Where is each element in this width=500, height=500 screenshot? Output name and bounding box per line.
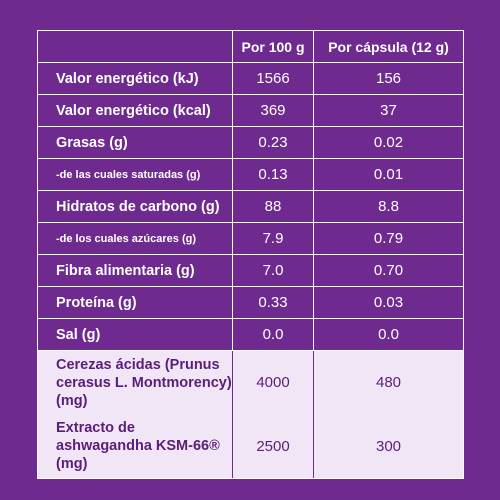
row-per-100g: 7.0 xyxy=(233,255,314,286)
table-row: Valor energético (kJ) 1566 156 xyxy=(38,62,463,94)
table-row-extra: Extracto de ashwagandha KSM-66® (mg) 250… xyxy=(38,414,463,478)
row-label: Proteína (g) xyxy=(38,287,233,318)
table-row: Grasas (g) 0.23 0.02 xyxy=(38,126,463,158)
row-label: Grasas (g) xyxy=(38,127,233,158)
table-row: Valor energético (kcal) 369 37 xyxy=(38,94,463,126)
table-row: -de las cuales saturadas (g) 0.13 0.01 xyxy=(38,158,463,190)
table-header: Por 100 g Por cápsula (12 g) xyxy=(38,31,463,62)
row-label: Sal (g) xyxy=(38,319,233,350)
header-empty xyxy=(38,31,233,62)
row-per-100g: 1566 xyxy=(233,63,314,94)
row-per-100g: 0.23 xyxy=(233,127,314,158)
row-per-100g: 2500 xyxy=(233,414,314,478)
row-per-capsule: 480 xyxy=(375,374,402,391)
row-per-100g: 0.0 xyxy=(233,319,314,350)
nutrition-table: Por 100 g Por cápsula (12 g) Valor energ… xyxy=(37,30,464,479)
row-label: Extracto de ashwagandha KSM-66® (mg) xyxy=(38,414,233,478)
row-per-100g: 369 xyxy=(233,95,314,126)
table-row: -de los cuales azúcares (g) 7.9 0.79 xyxy=(38,222,463,254)
row-label: Valor energético (kcal) xyxy=(38,95,233,126)
row-per-capsule: 300 xyxy=(375,437,402,455)
table-row: Sal (g) 0.0 0.0 xyxy=(38,318,463,350)
table-row: Hidratos de carbono (g) 88 8.8 xyxy=(38,190,463,222)
header-per-capsule: Por cápsula (12 g) xyxy=(328,38,449,55)
row-per-capsule: 0.01 xyxy=(373,166,404,183)
row-per-capsule: 156 xyxy=(375,70,402,87)
row-label: Fibra alimentaria (g) xyxy=(38,255,233,286)
row-per-capsule: 0.03 xyxy=(373,294,404,311)
table-row: Fibra alimentaria (g) 7.0 0.70 xyxy=(38,254,463,286)
row-per-capsule: 0.0 xyxy=(378,326,399,343)
row-per-capsule: 8.8 xyxy=(378,198,399,215)
row-per-100g: 88 xyxy=(233,191,314,222)
row-per-100g: 0.33 xyxy=(233,287,314,318)
row-label: Valor energético (kJ) xyxy=(38,63,233,94)
row-per-capsule: 0.79 xyxy=(373,230,404,247)
row-per-100g: 7.9 xyxy=(233,223,314,254)
row-per-capsule: 37 xyxy=(380,102,397,119)
row-label: -de los cuales azúcares (g) xyxy=(38,223,233,254)
row-per-100g: 0.13 xyxy=(233,159,314,190)
row-label: Cerezas ácidas (Prunus cerasus L. Montmo… xyxy=(38,351,233,414)
row-label: Hidratos de carbono (g) xyxy=(38,191,233,222)
table-row: Proteína (g) 0.33 0.03 xyxy=(38,286,463,318)
row-per-capsule: 0.02 xyxy=(373,134,404,151)
row-per-100g: 4000 xyxy=(233,351,314,414)
row-per-capsule: 0.70 xyxy=(373,262,404,279)
table-row-extra: Cerezas ácidas (Prunus cerasus L. Montmo… xyxy=(38,350,463,414)
row-label: -de las cuales saturadas (g) xyxy=(38,159,233,190)
header-per-100g: Por 100 g xyxy=(233,31,314,62)
